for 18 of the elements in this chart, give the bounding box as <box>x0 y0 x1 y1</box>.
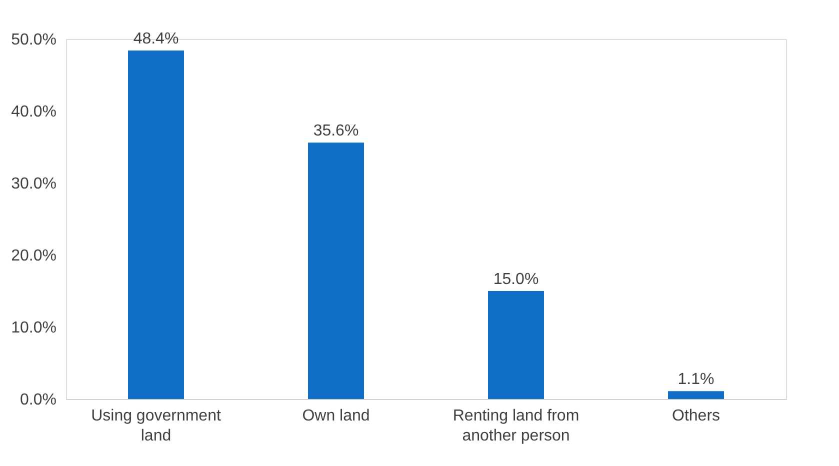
y-tick-label: 50.0% <box>11 32 56 48</box>
x-tick-label: Others <box>672 408 720 424</box>
x-tick-label: Own land <box>302 408 370 424</box>
bar <box>668 391 724 399</box>
bar <box>308 142 364 399</box>
y-tick-label: 0.0% <box>20 392 56 408</box>
bar <box>128 50 184 399</box>
y-tick-label: 20.0% <box>11 248 56 264</box>
x-tick-label: Using government land <box>91 408 222 444</box>
data-label: 15.0% <box>493 271 539 288</box>
data-label: 35.6% <box>313 122 359 140</box>
y-tick-label: 40.0% <box>11 104 56 120</box>
y-tick-label: 10.0% <box>11 320 56 336</box>
bar <box>488 291 544 399</box>
data-label: 48.4% <box>133 30 179 48</box>
data-label: 1.1% <box>678 371 714 388</box>
x-tick-label: Renting land from another person <box>452 408 580 444</box>
y-tick-label: 30.0% <box>11 176 56 192</box>
